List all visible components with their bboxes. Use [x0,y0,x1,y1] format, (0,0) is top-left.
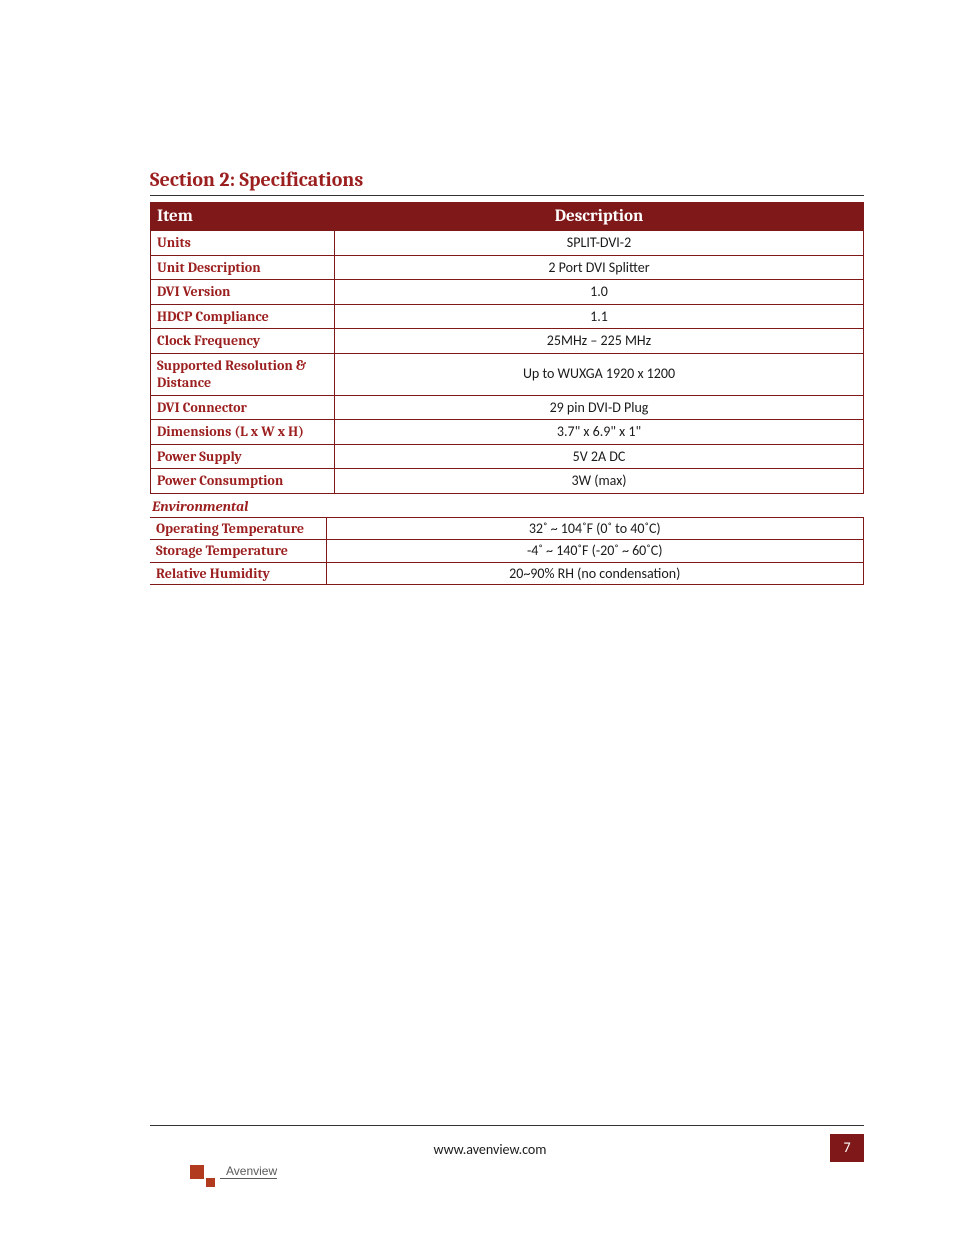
env-table: Operating Temperature32˚ ~ 104˚F (0˚ to … [150,517,864,586]
spec-desc: 25MHz – 225 MHz [335,329,864,354]
page-content: Section 2: Specifications Item Descripti… [0,0,954,585]
spec-item: HDCP Compliance [151,304,335,329]
spec-item: Unit Description [151,255,335,280]
spec-desc: Up to WUXGA 1920 x 1200 [335,353,864,395]
table-row: Unit Description2 Port DVI Splitter [151,255,864,280]
spec-table-header-row: Item Description [151,203,864,231]
table-row: Power Supply5V 2A DC [151,444,864,469]
spec-item: DVI Connector [151,395,335,420]
spec-col-description: Description [335,203,864,231]
table-row: Storage Temperature-4˚ ~ 140˚F (-20˚ ~ 6… [150,540,864,563]
table-row: Dimensions (L x W x H)3.7" x 6.9" x 1" [151,420,864,445]
spec-item: Dimensions (L x W x H) [151,420,335,445]
env-desc: 20~90% RH (no condensation) [326,562,864,585]
env-desc: -4˚ ~ 140˚F (-20˚ ~ 60˚C) [326,540,864,563]
spec-col-item: Item [151,203,335,231]
spec-item: Supported Resolution & Distance [151,353,335,395]
page-number: 7 [830,1134,864,1162]
spec-desc: 3W (max) [335,469,864,494]
table-row: Relative Humidity20~90% RH (no condensat… [150,562,864,585]
spec-item: Clock Frequency [151,329,335,354]
spec-item: Power Supply [151,444,335,469]
table-row: Supported Resolution & DistanceUp to WUX… [151,353,864,395]
footer-url: www.avenview.com [150,1135,830,1158]
spec-desc: 1.1 [335,304,864,329]
table-row: HDCP Compliance1.1 [151,304,864,329]
spec-item: Units [151,231,335,256]
logo-square-icon [206,1178,215,1187]
spec-desc: 1.0 [335,280,864,305]
table-row: DVI Version1.0 [151,280,864,305]
env-item: Storage Temperature [150,540,326,563]
spec-item: DVI Version [151,280,335,305]
env-section-label: Environmental [150,494,864,517]
table-row: DVI Connector29 pin DVI-D Plug [151,395,864,420]
logo-square-icon [190,1165,204,1179]
spec-desc: 2 Port DVI Splitter [335,255,864,280]
table-row: Clock Frequency25MHz – 225 MHz [151,329,864,354]
table-row: UnitsSPLIT-DVI-2 [151,231,864,256]
env-item: Operating Temperature [150,517,326,540]
section-title: Section 2: Specifications [150,168,864,196]
spec-desc: 29 pin DVI-D Plug [335,395,864,420]
logo-text: Avenview [220,1164,277,1179]
spec-table: Item Description UnitsSPLIT-DVI-2 Unit D… [150,202,864,494]
spec-desc: 5V 2A DC [335,444,864,469]
table-row: Power Consumption3W (max) [151,469,864,494]
table-row: Operating Temperature32˚ ~ 104˚F (0˚ to … [150,517,864,540]
company-logo: Avenview [190,1164,277,1179]
spec-desc: SPLIT-DVI-2 [335,231,864,256]
env-item: Relative Humidity [150,562,326,585]
page-footer: Avenview www.avenview.com 7 [150,1125,864,1167]
env-desc: 32˚ ~ 104˚F (0˚ to 40˚C) [326,517,864,540]
spec-desc: 3.7" x 6.9" x 1" [335,420,864,445]
spec-item: Power Consumption [151,469,335,494]
